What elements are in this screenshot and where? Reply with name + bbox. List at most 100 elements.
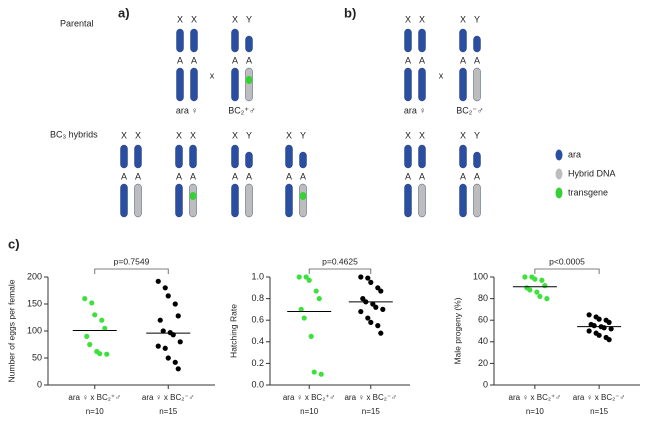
data-point [165, 355, 171, 361]
chromosome-label: A [176, 171, 182, 181]
x-tick-label: ara ♀ x BC₂⁻♂ [344, 393, 397, 402]
chromosome [404, 67, 412, 102]
chromosome [299, 151, 307, 169]
y-axis-label: Number of eggs per female [6, 279, 16, 382]
cross: x [210, 70, 215, 80]
chromosome [404, 183, 412, 218]
data-point [172, 301, 178, 307]
data-point [591, 323, 597, 329]
data-point [527, 287, 533, 293]
n-label: n=10 [300, 407, 319, 416]
chromosome-label: Y [246, 130, 252, 140]
bracket [534, 268, 600, 274]
chromosome-label: A [246, 171, 252, 181]
chromosome [231, 144, 239, 169]
data-point [102, 325, 108, 331]
chromosome [418, 67, 426, 102]
chromosome-label: A [246, 55, 252, 65]
data-point [313, 288, 319, 294]
chromosome-label: X [405, 14, 411, 24]
chromosome [231, 28, 239, 53]
chromosome-label: X [419, 14, 425, 24]
chromosome-label: A [191, 55, 197, 65]
data-point [87, 341, 93, 348]
legend-icon [555, 149, 563, 161]
data-point [365, 315, 371, 321]
parent-label: ara ♀ [176, 105, 198, 115]
x-tick-label: ara ♀ x BC₂⁻♂ [142, 393, 195, 402]
chromosome [285, 183, 293, 218]
data-point [172, 359, 178, 365]
data-point [368, 279, 374, 285]
chromosome-label: X [419, 130, 425, 140]
y-tick-label: 0.2 [251, 358, 264, 368]
n-label: n=10 [86, 407, 105, 416]
chromosome [190, 28, 198, 53]
legend-label: Hybrid DNA [568, 168, 616, 178]
legend-label: transgene [568, 187, 608, 197]
data-point [378, 288, 384, 294]
parent-label: ara ♀ [404, 105, 426, 115]
chromosome [404, 144, 412, 169]
bracket [308, 268, 372, 274]
chromosome-label: A [474, 55, 480, 65]
data-point [162, 285, 168, 291]
data-point [606, 319, 612, 325]
chromosome-label: A [232, 171, 238, 181]
data-point [586, 328, 592, 334]
chromosome [231, 67, 239, 102]
y-tick-label: 50 [32, 352, 42, 362]
n-label: n=15 [590, 407, 609, 416]
chromosome-label: X [135, 130, 141, 140]
data-point [539, 277, 545, 283]
data-point [89, 300, 95, 306]
chromosome-label: X [177, 14, 183, 24]
chromosome-label: X [460, 130, 466, 140]
data-point [99, 317, 105, 323]
chromosome-label: A [460, 171, 466, 181]
chromosome-label: A [405, 55, 411, 65]
chromosome [245, 67, 253, 102]
data-point [296, 274, 302, 280]
chromosome [459, 67, 467, 102]
panel-label: b) [344, 5, 356, 20]
data-point [311, 369, 317, 375]
chromosome [134, 144, 142, 169]
chromosome-label: X [121, 130, 127, 140]
chromosome [285, 144, 293, 169]
bracket [94, 268, 169, 274]
data-point [155, 343, 161, 349]
x-tick-label: ara ♀ x BC₂⁺♂ [509, 393, 562, 402]
data-point [596, 316, 602, 322]
transgene [189, 192, 197, 200]
n-label: n=15 [362, 407, 381, 416]
chromosome [176, 28, 184, 53]
chromosome [189, 144, 197, 169]
data-point [177, 339, 183, 345]
data-point [380, 306, 386, 312]
cross: x [439, 70, 444, 80]
y-tick-label: 100 [473, 271, 488, 281]
y-tick-label: 0.6 [251, 315, 264, 325]
data-point [308, 333, 314, 339]
y-tick-label: 100 [27, 325, 42, 335]
transgene [245, 76, 253, 84]
chromosome-label: X [190, 130, 196, 140]
y-tick-label: 1.0 [251, 271, 264, 281]
data-point [358, 274, 364, 280]
x-tick-label: ara ♀ x BC₂⁺♂ [68, 393, 121, 402]
x-tick-label: ara ♀ x BC₂⁻♂ [573, 393, 626, 402]
chromosome-label: A [121, 171, 127, 181]
y-tick-label: 80 [478, 293, 488, 303]
chromosome-label: Y [300, 130, 306, 140]
y-tick-label: 200 [27, 271, 42, 281]
panel-label: a) [118, 5, 130, 20]
chromosome [120, 144, 128, 169]
data-point [160, 328, 166, 334]
y-tick-label: 0.0 [251, 379, 264, 389]
panel-label: c) [8, 236, 20, 251]
data-point [318, 371, 324, 377]
chromosome [175, 144, 183, 169]
data-point [97, 351, 103, 357]
parent-label: BC₂⁻♂ [456, 105, 484, 115]
